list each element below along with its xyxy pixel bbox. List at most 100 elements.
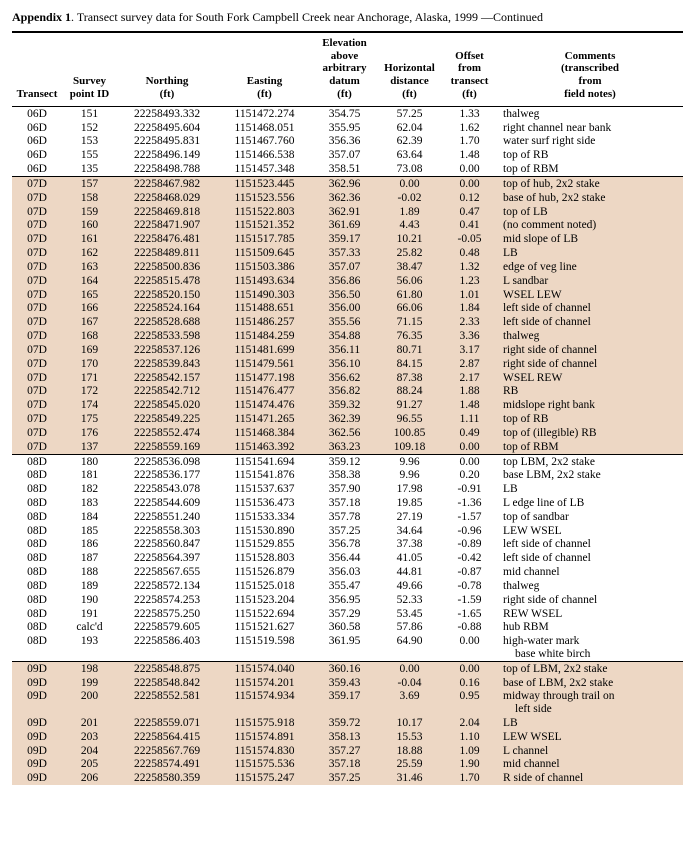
cell: 135 <box>62 163 117 177</box>
table-row: 08D18622258560.8471151529.855356.7837.38… <box>12 538 683 552</box>
cell: 189 <box>62 579 117 593</box>
cell: 07D <box>12 343 62 357</box>
cell: 357.78 <box>312 510 377 524</box>
cell: LB <box>497 716 683 730</box>
cell: 0.41 <box>442 219 497 233</box>
table-row: 09D20522258574.4911151575.536357.1825.59… <box>12 758 683 772</box>
cell: 0.00 <box>442 635 497 662</box>
table-row: 07D16722258528.6881151486.257355.5671.15… <box>12 316 683 330</box>
cell: 4.43 <box>377 219 442 233</box>
cell: 199 <box>62 676 117 690</box>
cell: 362.96 <box>312 177 377 191</box>
cell: 357.90 <box>312 483 377 497</box>
cell: 163 <box>62 260 117 274</box>
cell: 0.20 <box>442 469 497 483</box>
cell: edge of veg line <box>497 260 683 274</box>
cell: 1151574.201 <box>217 676 312 690</box>
cell: -0.96 <box>442 524 497 538</box>
cell: 201 <box>62 716 117 730</box>
cell: 193 <box>62 635 117 662</box>
cell: 31.46 <box>377 772 442 786</box>
table-row: 06D15522258496.1491151466.538357.0763.64… <box>12 149 683 163</box>
cell: 1151466.538 <box>217 149 312 163</box>
cell: 166 <box>62 302 117 316</box>
cell: 22258574.253 <box>117 593 217 607</box>
cell: 355.56 <box>312 316 377 330</box>
cell: 22258575.250 <box>117 607 217 621</box>
cell: LEW WSEL <box>497 730 683 744</box>
table-row: 09D20422258567.7691151574.830357.2718.88… <box>12 744 683 758</box>
table-row: 06D13522258498.7881151457.348358.5173.08… <box>12 163 683 177</box>
table-row: 07D16922258537.1261151481.699356.1180.71… <box>12 343 683 357</box>
table-row: 08D18522258558.3031151530.890357.2534.64… <box>12 524 683 538</box>
cell: 1151468.051 <box>217 121 312 135</box>
cell: 22258543.078 <box>117 483 217 497</box>
cell: right side of channel <box>497 593 683 607</box>
cell: 22258564.415 <box>117 730 217 744</box>
cell: 0.00 <box>442 454 497 468</box>
cell: 1151479.561 <box>217 357 312 371</box>
cell: 1151575.918 <box>217 716 312 730</box>
cell: 356.86 <box>312 274 377 288</box>
cell: 63.64 <box>377 149 442 163</box>
cell: 22258545.020 <box>117 399 217 413</box>
cell: 1151471.265 <box>217 412 312 426</box>
cell: 205 <box>62 758 117 772</box>
cell: 206 <box>62 772 117 786</box>
cell: 1151526.879 <box>217 566 312 580</box>
table-row: 08D18822258567.6551151526.879356.0344.81… <box>12 566 683 580</box>
cell: 22258567.769 <box>117 744 217 758</box>
cell: right side of channel <box>497 343 683 357</box>
column-header: Northing(ft) <box>117 32 217 107</box>
cell: 2.04 <box>442 716 497 730</box>
cell: 09D <box>12 744 62 758</box>
cell: 1151523.445 <box>217 177 312 191</box>
cell: 362.36 <box>312 191 377 205</box>
cell: 08D <box>12 579 62 593</box>
cell: 1151523.556 <box>217 191 312 205</box>
cell: 18.88 <box>377 744 442 758</box>
cell: 1151472.274 <box>217 107 312 121</box>
table-row: 09D20022258552.5811151574.934359.173.690… <box>12 690 683 716</box>
cell: 22258559.071 <box>117 716 217 730</box>
cell: 22258515.478 <box>117 274 217 288</box>
cell: 1151575.247 <box>217 772 312 786</box>
table-row: 07D17622258552.4741151468.384362.56100.8… <box>12 426 683 440</box>
cell: LEW WSEL <box>497 524 683 538</box>
cell: 22258551.240 <box>117 510 217 524</box>
cell: 62.04 <box>377 121 442 135</box>
cell: 357.18 <box>312 758 377 772</box>
cell: 1151522.803 <box>217 205 312 219</box>
cell: 161 <box>62 233 117 247</box>
cell: 22258524.164 <box>117 302 217 316</box>
cell: 08D <box>12 621 62 635</box>
cell: 356.82 <box>312 385 377 399</box>
cell: 09D <box>12 730 62 744</box>
cell: -1.59 <box>442 593 497 607</box>
table-row: 06D15222258495.6041151468.051355.9562.04… <box>12 121 683 135</box>
cell: 22258537.126 <box>117 343 217 357</box>
cell: 08D <box>12 607 62 621</box>
cell: 07D <box>12 399 62 413</box>
cell: 186 <box>62 538 117 552</box>
cell: 172 <box>62 385 117 399</box>
cell: 07D <box>12 357 62 371</box>
cell: 62.39 <box>377 135 442 149</box>
table-row: 08D19322258586.4031151519.598361.9564.90… <box>12 635 683 662</box>
cell: 359.12 <box>312 454 377 468</box>
cell: 06D <box>12 107 62 121</box>
cell: water surf right side <box>497 135 683 149</box>
table-row: 07D17222258542.7121151476.477356.8288.24… <box>12 385 683 399</box>
cell: 191 <box>62 607 117 621</box>
cell: left side of channel <box>497 538 683 552</box>
cell: 22258536.098 <box>117 454 217 468</box>
table-row: 08D18722258564.3971151528.803356.4441.05… <box>12 552 683 566</box>
table-body: 06D15122258493.3321151472.274354.7557.25… <box>12 107 683 786</box>
cell: 356.95 <box>312 593 377 607</box>
cell: left side of channel <box>497 302 683 316</box>
table-row: 08D18022258536.0981151541.694359.129.960… <box>12 454 683 468</box>
cell: 1151541.694 <box>217 454 312 468</box>
cell: 80.71 <box>377 343 442 357</box>
cell: 22258586.403 <box>117 635 217 662</box>
cell: 100.85 <box>377 426 442 440</box>
